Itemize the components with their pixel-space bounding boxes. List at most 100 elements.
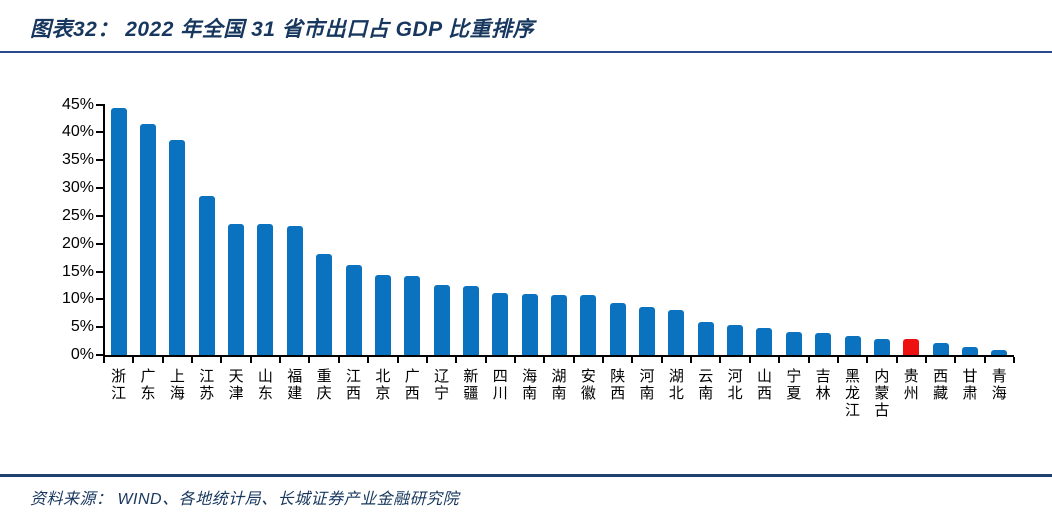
x-axis-label-char: 东 <box>257 385 273 402</box>
x-axis-tick <box>572 357 575 363</box>
bar-安徽 <box>580 295 597 355</box>
x-axis-label-char: 陕 <box>610 368 626 385</box>
bar-内蒙古 <box>873 338 890 355</box>
y-axis-tick-label: 45% <box>61 95 94 113</box>
x-axis-label-char: 古 <box>874 402 890 419</box>
bar-浙江 <box>110 107 127 355</box>
x-axis-label: 上海 <box>168 368 186 402</box>
figure-title: 图表32： 2022 年全国 31 省市出口占 GDP 比重排序 <box>30 18 535 41</box>
x-axis-label-char: 新 <box>463 368 479 385</box>
x-axis-label-char: 西 <box>346 385 362 402</box>
x-axis-label: 青海 <box>990 368 1008 402</box>
x-axis-label: 辽宁 <box>433 368 451 402</box>
title-underline-rule <box>0 51 1052 53</box>
x-axis-tick <box>660 357 663 363</box>
x-axis-label-char: 江 <box>346 368 362 385</box>
bar-西藏 <box>932 342 949 355</box>
x-axis-label: 内蒙古 <box>873 368 891 419</box>
x-axis-label-char: 辽 <box>434 368 450 385</box>
x-axis-label: 浙江 <box>110 368 128 402</box>
bar-北京 <box>374 274 391 355</box>
x-axis-label: 福建 <box>286 368 304 402</box>
bar-新疆 <box>462 285 479 355</box>
x-axis-label: 河南 <box>638 368 656 402</box>
bar-山东 <box>257 224 274 355</box>
x-axis-label-char: 津 <box>228 385 244 402</box>
x-axis-label: 湖南 <box>550 368 568 402</box>
x-axis-label-char: 苏 <box>199 385 215 402</box>
x-axis-tick <box>807 357 810 363</box>
y-axis-line <box>103 104 105 357</box>
x-axis-label-char: 建 <box>287 385 303 402</box>
x-axis-label-char: 安 <box>580 368 596 385</box>
x-axis-label-char: 川 <box>492 385 508 402</box>
bar-河南 <box>639 306 656 355</box>
y-axis-tick-label: 15% <box>61 262 94 280</box>
bar-福建 <box>286 226 303 355</box>
x-axis-tick <box>337 357 340 363</box>
x-axis-label-char: 贵 <box>903 368 919 385</box>
x-axis-label-char: 江 <box>845 402 861 419</box>
x-axis-label-char: 江 <box>199 368 215 385</box>
y-axis-tick-label: 25% <box>61 206 94 224</box>
x-axis-tick <box>103 357 105 363</box>
x-axis-label: 云南 <box>697 368 715 402</box>
x-axis-label-char: 浙 <box>111 368 127 385</box>
bar-吉林 <box>815 332 832 355</box>
x-axis-label-char: 黑 <box>845 368 861 385</box>
source-attribution: 资料来源： WIND、各地统计局、长城证券产业金融研究院 <box>30 491 460 508</box>
x-axis-label: 湖北 <box>667 368 685 402</box>
y-axis-tick <box>96 103 103 106</box>
bar-海南 <box>521 294 538 355</box>
x-axis-label: 广东 <box>139 368 157 402</box>
x-axis-label-char: 京 <box>375 385 391 402</box>
x-axis-label-char: 福 <box>287 368 303 385</box>
x-axis-label-char: 肃 <box>962 385 978 402</box>
bar-青海 <box>991 349 1008 355</box>
bar-江苏 <box>198 195 215 355</box>
y-axis-tick <box>96 187 103 189</box>
x-axis-label-char: 南 <box>522 385 538 402</box>
x-axis-label-char: 西 <box>933 368 949 385</box>
x-axis-label: 河北 <box>726 368 744 402</box>
x-axis-label-char: 南 <box>698 385 714 402</box>
y-axis-tick <box>96 159 103 162</box>
x-axis-tick <box>954 357 957 363</box>
x-axis-label: 四川 <box>491 368 509 402</box>
x-axis-label-char: 广 <box>404 368 420 385</box>
y-axis-tick-label: 40% <box>61 123 94 141</box>
x-axis-tick <box>484 357 487 363</box>
x-axis-tick <box>778 357 781 363</box>
x-axis-label: 陕西 <box>609 368 627 402</box>
x-axis-label: 广西 <box>403 368 421 402</box>
x-axis-label: 黑龙江 <box>844 368 862 419</box>
x-axis-tick <box>690 357 693 363</box>
x-axis-label-char: 吉 <box>815 368 831 385</box>
bar-黑龙江 <box>844 335 861 355</box>
y-axis-tick <box>96 242 103 245</box>
x-axis-tick <box>983 357 986 363</box>
x-axis-label-char: 海 <box>522 368 538 385</box>
bar-广东 <box>140 123 157 355</box>
x-axis-label-char: 东 <box>140 385 156 402</box>
x-axis-label-char: 夏 <box>786 385 802 402</box>
x-axis-label: 甘肃 <box>961 368 979 402</box>
x-axis-tick <box>836 357 839 363</box>
x-axis-label-char: 西 <box>610 385 626 402</box>
x-axis-label-char: 广 <box>140 368 156 385</box>
x-axis-tick <box>631 357 634 363</box>
x-axis-line <box>103 355 1014 357</box>
bar-广西 <box>404 275 421 355</box>
x-axis-label-char: 西 <box>756 385 772 402</box>
x-axis-label-char: 藏 <box>933 385 949 402</box>
x-axis-label-char: 内 <box>874 368 890 385</box>
x-axis-label-char: 湖 <box>551 368 567 385</box>
x-axis-label-char: 河 <box>639 368 655 385</box>
x-axis-label-char: 蒙 <box>874 385 890 402</box>
x-axis-tick <box>1013 357 1015 363</box>
x-axis-label: 山东 <box>256 368 274 402</box>
x-axis-label: 新疆 <box>462 368 480 402</box>
x-axis-label: 贵州 <box>902 368 920 402</box>
